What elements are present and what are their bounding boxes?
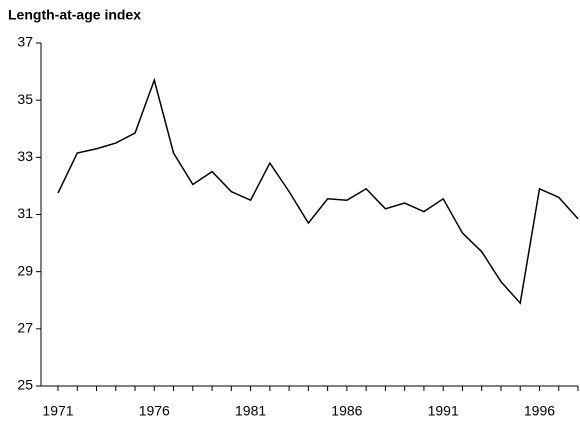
x-tick-label: 1976 (139, 403, 170, 419)
x-tick-label: 1996 (524, 403, 555, 419)
x-tick-label: 1986 (331, 403, 362, 419)
y-tick-label: 35 (17, 91, 33, 107)
chart-title: Length-at-age index (8, 7, 141, 23)
x-tick-label: 1981 (235, 403, 266, 419)
y-tick-label: 31 (17, 205, 33, 221)
x-tick-label: 1971 (42, 403, 73, 419)
x-tick-label: 1991 (428, 403, 459, 419)
y-tick-label: 29 (17, 262, 33, 278)
y-tick-label: 33 (17, 148, 33, 164)
data-line (57, 77, 579, 305)
y-tick-label: 27 (17, 320, 33, 336)
y-tick-label: 25 (17, 377, 33, 393)
y-tick-label: 37 (17, 34, 33, 50)
